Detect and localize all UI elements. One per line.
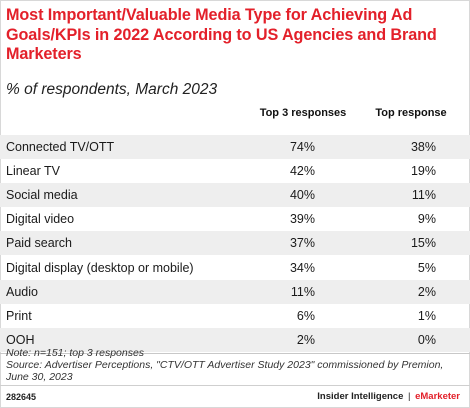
value-top-response: 0% [417,332,436,347]
brand-separator: | [408,391,411,402]
value-top-response: 5% [417,260,436,275]
value-top-3: 39% [289,212,315,227]
brand-sub-name: eMarketer [415,391,460,402]
row-label: Social media [6,188,78,203]
table-row: Paid search 37% 15% [0,231,470,256]
value-top-3: 37% [289,236,315,251]
column-header-top-3: Top 3 responses [259,107,347,119]
value-top-response: 1% [417,308,436,323]
note-line: Note: n=151; top 3 responses [6,347,145,359]
chart-id: 282645 [6,392,37,402]
value-top-response: 19% [410,164,436,179]
row-label: Linear TV [6,164,60,179]
table-row: Audio 11% 2% [0,279,470,304]
table-row: Print 6% 1% [0,304,470,328]
brand-logo: Insider Intelligence | eMarketer [317,391,460,402]
value-top-3: 11% [290,284,315,299]
row-label: Connected TV/OTT [6,140,115,154]
table-bottom-rule [0,352,470,354]
row-label: Digital video [6,212,75,227]
table-row: OOH 2% 0% [0,327,470,352]
value-top-3: 34% [289,260,315,275]
value-top-response: 11% [411,188,436,203]
row-label: Audio [6,284,38,299]
table-row: Digital display (desktop or mobile) 34% 5% [0,256,470,280]
value-top-response: 15% [410,236,436,251]
chart-subtitle: % of respondents, March 2023 [6,81,218,98]
value-top-3: 42% [289,164,315,179]
value-top-response: 9% [417,212,436,227]
source-line: Source: Advertiser Perceptions, "CTV/OTT… [6,359,444,383]
row-label: Paid search [6,236,73,251]
table-row: Linear TV 42% 19% [0,159,470,183]
value-top-response: 2% [417,284,436,299]
column-header-top-response: Top response [375,107,447,119]
chart-notes: Note: n=151; top 3 responses Source: Adv… [6,347,461,383]
value-top-3: 2% [296,332,315,347]
value-top-3: 74% [289,140,315,154]
row-label: Print [6,308,32,323]
table-row: Social media 40% 11% [0,183,470,208]
value-top-response: 38% [410,140,436,154]
chart-title: Most Important/Valuable Media Type for A… [6,6,437,63]
footer-divider [0,385,470,386]
row-label: OOH [6,332,35,347]
value-top-3: 40% [289,188,315,203]
value-top-3: 6% [296,308,315,323]
table-row: Digital video 39% 9% [0,207,470,231]
row-label: Digital display (desktop or mobile) [6,260,194,275]
table-row: Connected TV/OTT 74% 38% [0,135,470,159]
brand-name: Insider Intelligence [317,391,404,402]
